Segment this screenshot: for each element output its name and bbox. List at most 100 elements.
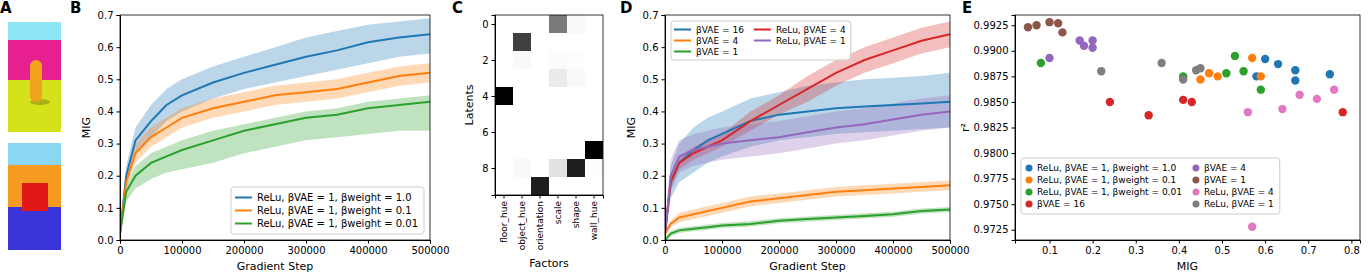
tick-label: 300000 xyxy=(287,245,325,256)
legend-swatch xyxy=(754,40,771,42)
legend-swatch xyxy=(674,51,691,53)
tick-mark xyxy=(1050,240,1051,244)
tick: 0.0 xyxy=(98,235,120,246)
tick: 500000 xyxy=(411,240,449,256)
tick: 6 xyxy=(482,127,495,138)
tick: 0.9925 xyxy=(974,20,1016,31)
scene-image xyxy=(8,22,61,132)
tick-mark xyxy=(662,47,666,48)
tick: 0.7 xyxy=(98,10,120,21)
tick-mark xyxy=(594,195,595,199)
tick-label: 0.4 xyxy=(98,106,114,117)
tick-mark xyxy=(492,60,496,61)
tick-mark xyxy=(504,195,505,199)
tick: 0 xyxy=(117,240,123,256)
axis: 0100000200000300000400000500000 xyxy=(662,240,969,256)
tick-label: wall_hue xyxy=(589,201,599,241)
tick: 8 xyxy=(482,163,495,174)
tick-mark xyxy=(368,240,369,244)
tick-label: 0 xyxy=(117,245,123,256)
scatter-point xyxy=(1248,223,1256,231)
tick-mark xyxy=(182,240,183,244)
tick: 400000 xyxy=(874,240,912,256)
tick-label: 0.5 xyxy=(98,74,114,85)
error-band xyxy=(120,18,430,237)
panel: 01000002000003000004000005000000.00.10.2… xyxy=(80,10,450,273)
tick: orientation xyxy=(535,195,545,250)
legend-swatch xyxy=(235,223,252,225)
series-line xyxy=(665,102,950,234)
tick-label: 2 xyxy=(482,55,488,66)
panel: 01000002000003000004000005000000.00.10.2… xyxy=(625,10,970,273)
scene-object xyxy=(30,60,42,102)
legend-swatch xyxy=(754,29,771,31)
panel: floor_hueobject_hueorientationscaleshape… xyxy=(463,15,604,270)
heatmap-cell xyxy=(531,33,549,51)
tick-mark xyxy=(1222,240,1223,244)
plot-area xyxy=(665,21,950,240)
scatter-point xyxy=(1045,18,1053,26)
y-axis-title: Latents xyxy=(463,84,476,125)
scatter-point xyxy=(1291,66,1299,74)
legend-swatch xyxy=(1192,201,1199,208)
tick-label: 0.9800 xyxy=(974,148,1009,159)
tick-label: 0.5 xyxy=(643,74,659,85)
scene-image xyxy=(8,143,61,250)
tick-label: 0.4 xyxy=(643,106,659,117)
panel-label: A xyxy=(0,0,12,17)
axis: 0.00.10.20.30.40.50.60.7 xyxy=(643,10,666,246)
tick-mark xyxy=(1012,76,1016,77)
tick-mark xyxy=(522,195,523,199)
tick: object_hue xyxy=(517,195,527,250)
legend-item: ReLu, βVAE = 1 xyxy=(754,36,846,46)
heatmap-cell xyxy=(549,87,567,105)
scene-sky xyxy=(8,22,61,132)
heatmap-cell xyxy=(513,69,531,87)
scatter-point xyxy=(1222,69,1230,77)
plot-frame xyxy=(120,15,430,240)
tick: 0.9850 xyxy=(974,97,1016,108)
legend-label: βVAE = 4 xyxy=(1204,163,1246,173)
tick-label: 0.0 xyxy=(643,235,659,246)
tick-label: 0.8 xyxy=(1344,245,1360,256)
scatter-point xyxy=(1244,108,1252,116)
tick-label: 0.7 xyxy=(1301,245,1317,256)
tick-mark xyxy=(1012,204,1016,205)
tick-label: 0.2 xyxy=(643,170,659,181)
error-band xyxy=(665,21,950,236)
panel-label: D xyxy=(620,0,632,17)
tick-mark xyxy=(662,79,666,80)
heatmap-cell xyxy=(585,51,603,69)
tick-mark xyxy=(662,176,666,177)
scatter-point xyxy=(1024,23,1032,31)
tick: 0.6 xyxy=(1258,240,1274,256)
tick-label: 0.1 xyxy=(1042,245,1058,256)
tick-mark xyxy=(836,240,837,244)
tick: 0.6 xyxy=(98,42,120,53)
scatter-point xyxy=(1239,67,1247,75)
x-axis-title: Gradient Step xyxy=(769,260,845,273)
tick-label: 8 xyxy=(482,163,488,174)
tick-label: 0.6 xyxy=(1258,245,1274,256)
panel-label: E xyxy=(962,0,972,17)
heatmap-cell xyxy=(495,33,513,51)
scatter-point xyxy=(1231,52,1239,60)
tick-mark xyxy=(722,240,723,244)
scatter-point xyxy=(1291,76,1299,84)
tick: 400000 xyxy=(349,240,387,256)
tick-label: 100000 xyxy=(163,245,201,256)
axis: 0100000200000300000400000500000 xyxy=(117,240,449,256)
heatmap-cell xyxy=(567,51,585,69)
tick-label: 200000 xyxy=(760,245,798,256)
heatmap-cell xyxy=(567,87,585,105)
plot-area xyxy=(120,18,430,237)
heatmap-cell xyxy=(549,69,567,87)
series-line xyxy=(665,34,950,233)
scatter-point xyxy=(1188,98,1196,106)
legend-item: ReLu, βVAE = 1, βweight = 0.1 xyxy=(1026,175,1177,185)
tick-mark xyxy=(1012,102,1016,103)
axis: floor_hueobject_hueorientationscaleshape… xyxy=(496,195,604,250)
heatmap-cell xyxy=(549,105,567,123)
legend-item: βVAE = 1 xyxy=(1192,175,1246,185)
tick: 0 xyxy=(482,19,495,30)
